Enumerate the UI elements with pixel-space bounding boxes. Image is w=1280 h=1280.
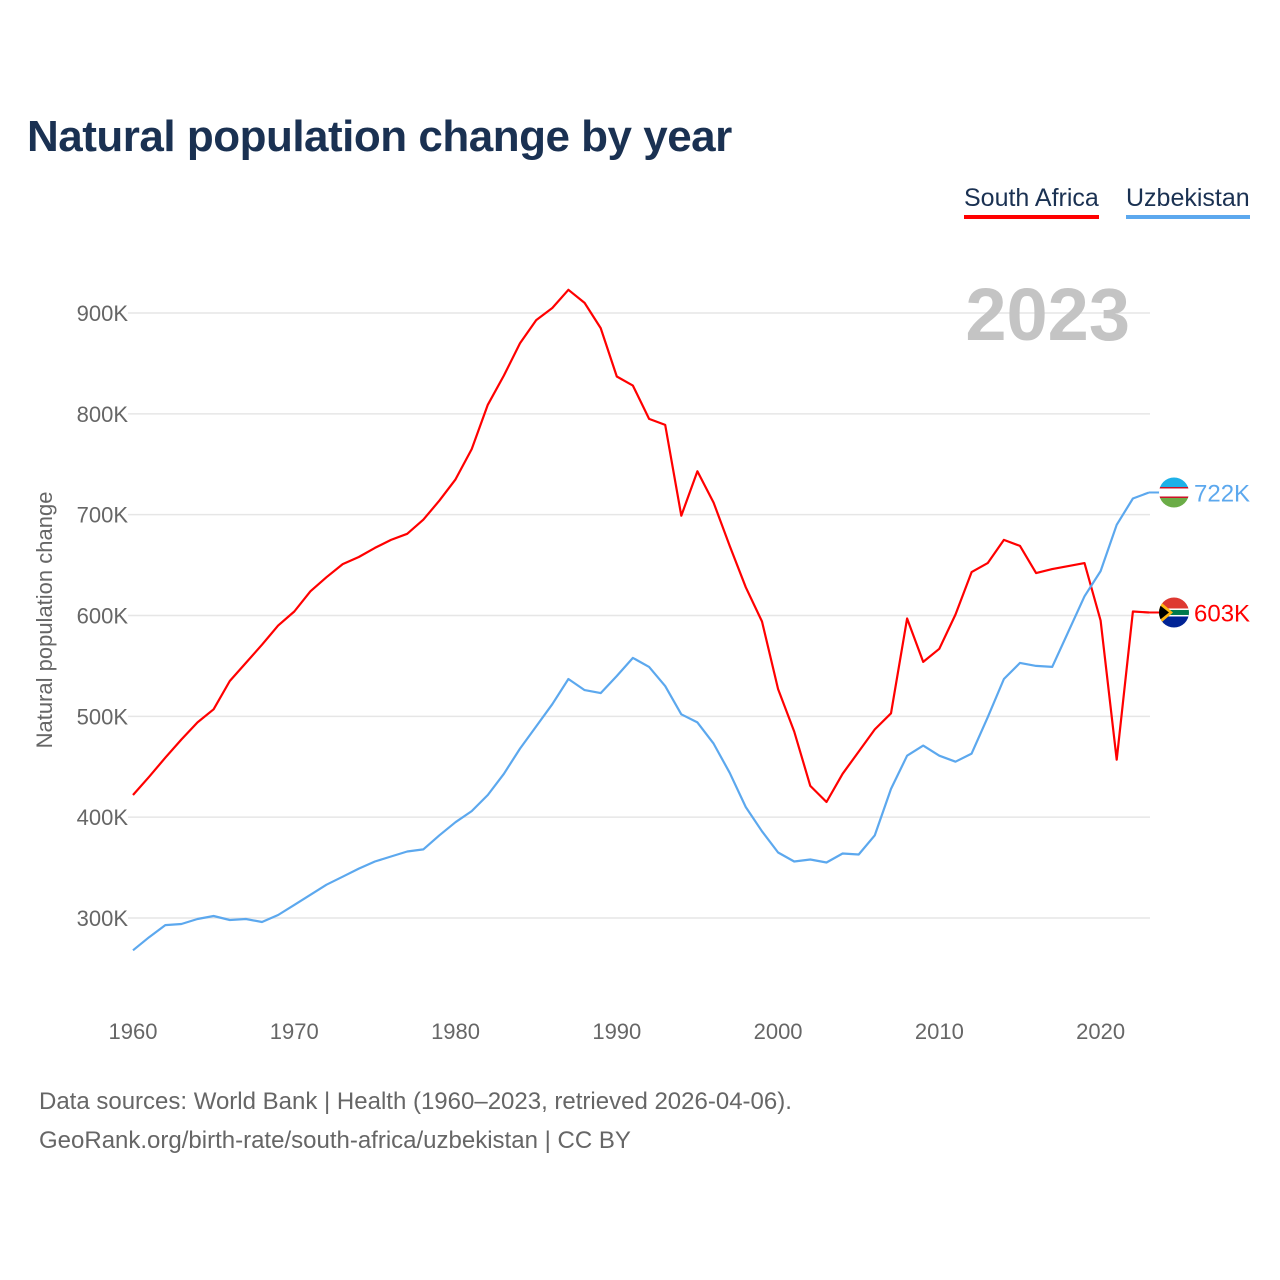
end-value-label: 603K bbox=[1194, 600, 1250, 627]
y-tick-label: 400K bbox=[77, 805, 129, 830]
y-tick-label: 600K bbox=[77, 604, 129, 629]
x-tick-label: 1980 bbox=[431, 1019, 480, 1044]
y-tick-label: 300K bbox=[77, 906, 129, 931]
y-axis-label: Natural population change bbox=[32, 492, 57, 749]
footer-link[interactable]: GeoRank.org/birth-rate/south-africa/uzbe… bbox=[39, 1127, 631, 1154]
x-tick-label: 1960 bbox=[109, 1019, 158, 1044]
y-tick-label: 500K bbox=[77, 704, 129, 729]
y-tick-label: 900K bbox=[77, 301, 129, 326]
legend-uzbekistan[interactable]: Uzbekistan bbox=[1126, 184, 1250, 219]
footer-sources: Data sources: World Bank | Health (1960–… bbox=[39, 1088, 792, 1115]
y-tick-label: 800K bbox=[77, 402, 129, 427]
uzbekistan-flag-icon bbox=[1159, 477, 1189, 508]
x-tick-label: 1970 bbox=[270, 1019, 319, 1044]
x-tick-label: 2000 bbox=[754, 1019, 803, 1044]
year-watermark: 2023 bbox=[965, 273, 1130, 356]
x-tick-label: 2010 bbox=[915, 1019, 964, 1044]
chart-title: Natural population change by year bbox=[27, 112, 732, 161]
legend-south-africa[interactable]: South Africa bbox=[964, 184, 1099, 219]
x-tick-label: 1990 bbox=[592, 1019, 641, 1044]
south-africa-flag-icon bbox=[1159, 597, 1189, 628]
y-tick-label: 700K bbox=[77, 503, 129, 528]
x-tick-label: 2020 bbox=[1076, 1019, 1125, 1044]
series-line-uzbekistan bbox=[132, 491, 1150, 952]
series-line-south-africa bbox=[132, 288, 1150, 804]
end-value-label: 722K bbox=[1194, 480, 1250, 507]
